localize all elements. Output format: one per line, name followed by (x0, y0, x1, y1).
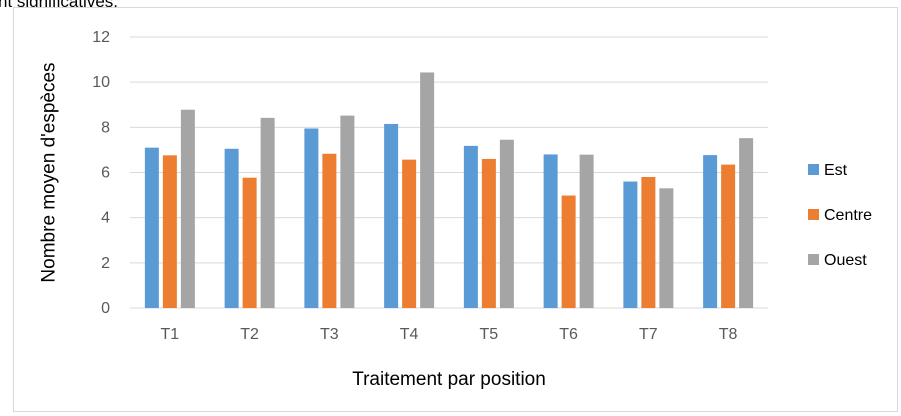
y-tick-label: 4 (101, 210, 110, 227)
bar-ouest-t3 (340, 115, 355, 308)
bar-est-t5 (463, 145, 478, 308)
y-tick-label: 6 (101, 165, 110, 182)
bar-ouest-t6 (579, 154, 594, 308)
y-tick-label: 12 (92, 29, 110, 46)
bar-centre-t8 (721, 164, 736, 308)
bar-ouest-t8 (739, 138, 754, 308)
bar-centre-t2 (242, 177, 257, 308)
bar-ouest-t7 (659, 188, 674, 308)
bar-ouest-t5 (499, 139, 514, 308)
bar-est-t1 (144, 147, 159, 308)
bar-centre-t5 (481, 158, 496, 308)
bar-centre-t6 (561, 195, 576, 308)
x-tick-label: T8 (719, 326, 738, 343)
bar-est-t6 (543, 154, 558, 308)
y-axis-title: Nombre moyen d'espèces (39, 62, 60, 282)
partial-caption-text: nt significatives. (0, 0, 118, 11)
legend-swatch-est (808, 164, 819, 175)
legend: Est Centre Ouest (808, 162, 872, 269)
bar-centre-t3 (322, 153, 337, 308)
x-tick-label: T7 (639, 326, 658, 343)
bar-est-t4 (384, 123, 399, 308)
y-tick-label: 0 (101, 300, 110, 317)
bar-ouest-t2 (260, 117, 275, 309)
bars (144, 72, 754, 309)
legend-label-centre: Centre (824, 207, 872, 224)
bar-centre-t4 (402, 159, 417, 308)
x-tick-label: T3 (320, 326, 339, 343)
x-axis-title: Traitement par position (352, 369, 546, 390)
bar-centre-t1 (162, 155, 177, 308)
legend-label-est: Est (824, 162, 848, 179)
bar-centre-t7 (641, 177, 656, 308)
legend-swatch-centre (808, 209, 819, 220)
x-tick-label: T5 (480, 326, 499, 343)
x-tick-label: T2 (240, 326, 259, 343)
bar-est-t8 (703, 155, 718, 308)
y-tick-label: 8 (101, 119, 110, 136)
chart-area: 0 2 4 6 8 10 12 T1 T2 T3 T4 T5 T6 T7 T8 Traitement pa… (13, 7, 898, 412)
x-tick-labels: T1 T2 T3 T4 T5 T6 T7 T8 (161, 326, 738, 343)
y-tick-labels: 0 2 4 6 8 10 12 (92, 29, 110, 317)
bar-est-t7 (623, 181, 638, 308)
y-tick-label: 2 (101, 255, 110, 272)
bar-ouest-t1 (180, 109, 195, 309)
chart-svg: 0 2 4 6 8 10 12 T1 T2 T3 T4 T5 T6 T7 T8 Traitement pa… (39, 29, 872, 390)
bar-est-t3 (304, 128, 319, 308)
x-tick-label: T6 (559, 326, 578, 343)
x-tick-label: T1 (161, 326, 180, 343)
x-tick-label: T4 (400, 326, 419, 343)
bar-ouest-t4 (420, 72, 435, 308)
legend-label-ouest: Ouest (824, 252, 867, 269)
legend-swatch-ouest (808, 254, 819, 265)
bar-est-t2 (224, 148, 239, 308)
y-tick-label: 10 (92, 74, 110, 91)
